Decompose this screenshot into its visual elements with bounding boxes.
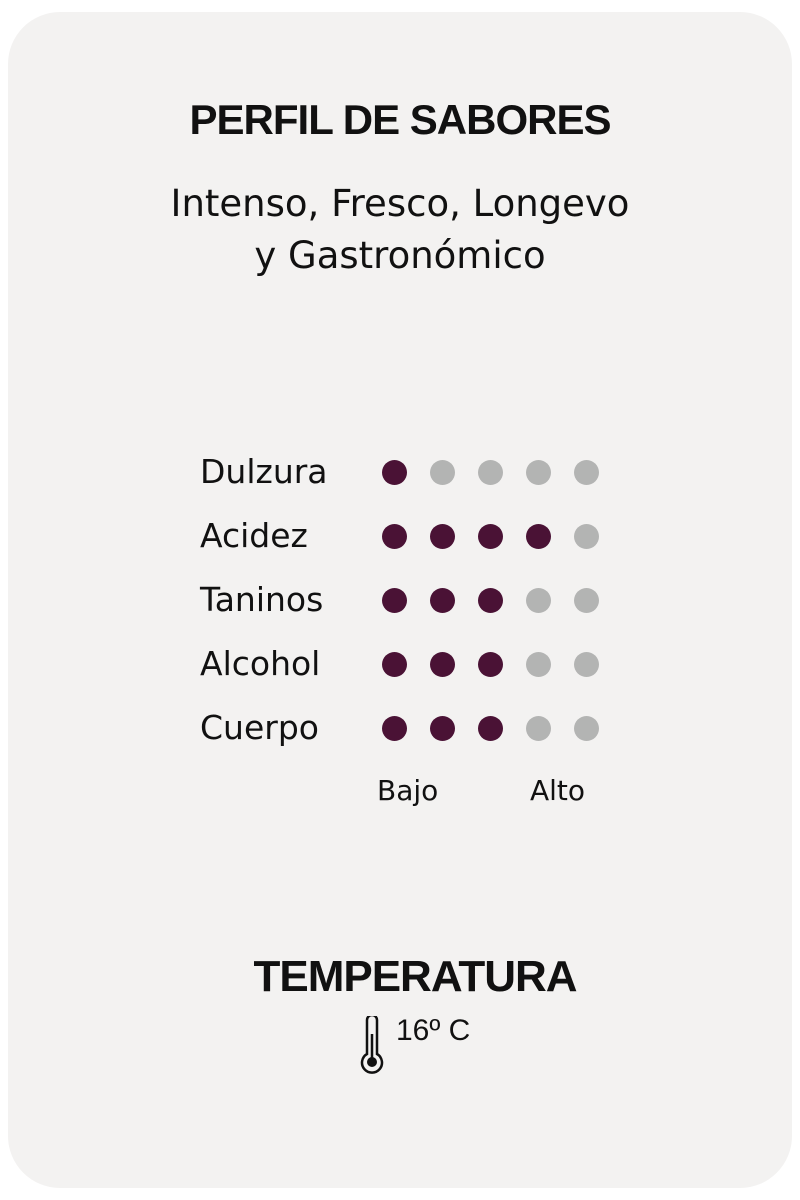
rating-dot-empty (526, 716, 551, 741)
thermometer-icon (360, 1016, 384, 1074)
rating-dot-filled (430, 716, 455, 741)
flavor-label: Alcohol (200, 644, 321, 683)
temperature-value: 16º C (396, 1014, 471, 1047)
rating-dot-filled (382, 460, 407, 485)
subtitle-line-2: y Gastronómico (254, 234, 546, 277)
rating-dot-empty (574, 652, 599, 677)
rating-dot-filled (382, 524, 407, 549)
flavor-label: Cuerpo (200, 708, 319, 747)
rating-dot-empty (430, 460, 455, 485)
scale-high-label: Alto (530, 774, 586, 807)
scale-low-label: Bajo (377, 774, 439, 807)
rating-dot-filled (430, 524, 455, 549)
rating-dot-empty (478, 460, 503, 485)
rating-dot-empty (574, 588, 599, 613)
rating-dot-filled (526, 524, 551, 549)
rating-dot-filled (430, 588, 455, 613)
page-title: PERFIL DE SABORES (189, 96, 612, 143)
subtitle: Intenso, Fresco, Longevo y Gastronómico (0, 178, 800, 282)
rating-dot-empty (574, 524, 599, 549)
rating-dot-filled (478, 652, 503, 677)
subtitle-line-1: Intenso, Fresco, Longevo (170, 182, 630, 225)
rating-dot-empty (526, 652, 551, 677)
rating-dot-empty (526, 460, 551, 485)
flavor-label: Taninos (200, 580, 324, 619)
rating-dot-filled (382, 652, 407, 677)
flavor-label: Acidez (200, 516, 308, 555)
temperature-title: TEMPERATURA (253, 952, 577, 1001)
rating-dot-empty (526, 588, 551, 613)
rating-dot-filled (382, 716, 407, 741)
rating-dot-empty (574, 716, 599, 741)
rating-dot-filled (478, 588, 503, 613)
rating-dot-filled (478, 524, 503, 549)
rating-dot-filled (382, 588, 407, 613)
flavor-label: Dulzura (200, 452, 328, 491)
rating-dot-empty (574, 460, 599, 485)
rating-dot-filled (478, 716, 503, 741)
rating-dot-filled (430, 652, 455, 677)
